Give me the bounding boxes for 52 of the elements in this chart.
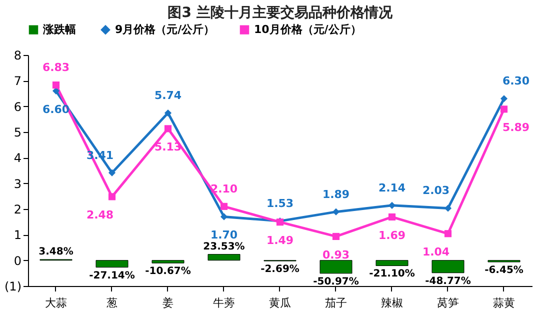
y-tick-label: 4	[14, 151, 22, 166]
data-label: -27.14%	[89, 270, 135, 282]
data-label: 3.48%	[38, 246, 74, 258]
y-tick-label: (1)	[4, 280, 22, 294]
data-label: -21.10%	[369, 268, 415, 280]
data-label: -48.77%	[425, 276, 471, 287]
data-label: 6.30	[502, 74, 530, 88]
legend-label: 涨跌幅	[42, 22, 76, 36]
bar	[96, 260, 128, 268]
x-tick-label: 姜	[162, 296, 174, 310]
data-label: 1.49	[266, 234, 294, 248]
data-label: 2.48	[86, 208, 114, 222]
y-tick-label: 2	[14, 202, 22, 216]
data-label: -10.67%	[145, 266, 191, 278]
y-tick-label: 6	[14, 100, 22, 114]
legend-label: 9月价格（元/公斤）	[115, 22, 215, 36]
y-tick-label: 1	[14, 228, 22, 242]
x-tick-label: 辣椒	[381, 296, 403, 310]
data-label: 5.89	[502, 121, 530, 134]
data-label: 1.53	[266, 197, 294, 210]
data-label: -2.69%	[260, 264, 300, 276]
y-tick-label: 5	[14, 126, 22, 140]
data-label: -6.45%	[484, 264, 524, 276]
x-tick-label: 葱	[106, 296, 118, 310]
data-label: -50.97%	[313, 276, 359, 288]
bar	[376, 260, 408, 266]
y-tick-label: 0	[14, 254, 22, 268]
bar	[320, 260, 352, 274]
bar	[152, 260, 184, 264]
x-tick-label: 黄瓜	[269, 296, 291, 310]
data-label: 2.03	[422, 184, 450, 198]
data-label: 6.83	[42, 61, 70, 74]
y-tick-label: 3	[14, 176, 22, 191]
y-tick-label: 7	[14, 74, 22, 88]
x-tick-label: 大蒜	[45, 296, 67, 310]
data-label: 5.74	[154, 89, 182, 102]
legend-label: 10月价格（元/公斤）	[254, 22, 362, 36]
bar	[208, 254, 240, 261]
data-label: 1.69	[378, 228, 406, 242]
data-label: 0.93	[322, 248, 350, 262]
x-tick-label: 茄子	[325, 296, 347, 310]
data-label: 2.14	[378, 181, 406, 194]
data-label: 1.70	[210, 228, 238, 242]
x-tick-label: 莴笋	[437, 296, 459, 310]
bar	[432, 260, 464, 274]
x-tick-label: 牛蒡	[213, 296, 235, 310]
x-tick-label: 蒜黄	[493, 296, 515, 310]
chart-title: 图3 兰陵十月主要交易品种价格情况	[168, 4, 394, 21]
y-tick-label: 8	[14, 48, 22, 62]
data-label: 23.53%	[203, 241, 245, 252]
data-label: 1.89	[322, 188, 350, 201]
data-label: 1.04	[422, 246, 450, 259]
